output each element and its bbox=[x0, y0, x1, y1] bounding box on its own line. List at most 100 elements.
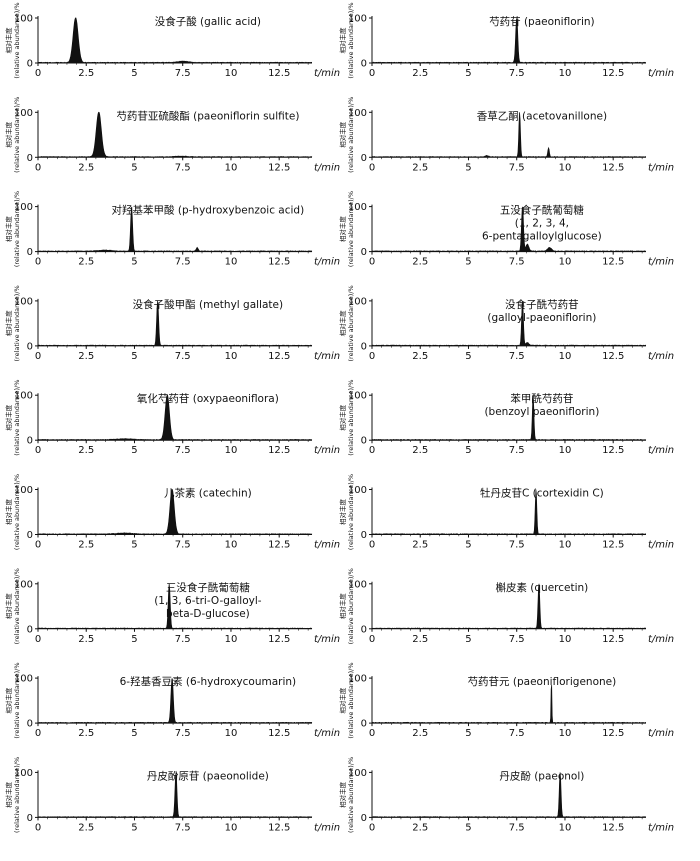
x-tick-label: 10 bbox=[559, 822, 572, 833]
x-axis-label: t/min bbox=[314, 68, 340, 79]
x-tick-label: 7.5 bbox=[175, 728, 191, 739]
y-tick-label: 0 bbox=[361, 436, 367, 447]
x-tick-label: 12.5 bbox=[268, 445, 290, 456]
y-axis-label: (relative abundance)/% bbox=[347, 191, 355, 267]
x-tick-label: 12.5 bbox=[602, 68, 624, 79]
chromatogram-trace bbox=[37, 583, 313, 630]
x-tick-label: 5 bbox=[465, 68, 471, 79]
x-tick-label: 10 bbox=[559, 68, 572, 79]
x-axis-label: t/min bbox=[314, 634, 340, 645]
x-tick-label: 0 bbox=[35, 822, 41, 833]
y-axis-label: (relative abundance)/% bbox=[13, 97, 21, 173]
x-tick-label: 2.5 bbox=[412, 445, 428, 456]
x-tick-label: 2.5 bbox=[78, 68, 94, 79]
panel-title: 五没食子酰葡萄糖 bbox=[500, 204, 584, 217]
x-tick-label: 12.5 bbox=[602, 257, 624, 268]
y-axis-label: 相对丰度 bbox=[338, 593, 347, 620]
y-tick-label: 0 bbox=[27, 247, 33, 258]
y-tick-label: 0 bbox=[27, 719, 33, 730]
y-tick-label: 0 bbox=[361, 247, 367, 258]
panel-title: 香草乙酮 (acetovanillone) bbox=[477, 110, 607, 122]
x-tick-label: 2.5 bbox=[78, 822, 94, 833]
y-axis-label: 相对丰度 bbox=[4, 687, 13, 714]
panel-title: beta-D-glucose) bbox=[166, 608, 250, 620]
x-tick-label: 5 bbox=[131, 445, 137, 456]
x-tick-label: 0 bbox=[35, 351, 41, 362]
x-tick-label: 10 bbox=[559, 257, 572, 268]
y-axis-label: 相对丰度 bbox=[338, 781, 347, 808]
x-tick-label: 0 bbox=[35, 257, 41, 268]
panel-title: 丹皮酚 (paeonol) bbox=[499, 769, 584, 782]
x-tick-label: 12.5 bbox=[268, 540, 290, 551]
x-axis-label: t/min bbox=[314, 162, 340, 173]
x-tick-label: 5 bbox=[131, 634, 137, 645]
x-tick-label: 10 bbox=[225, 162, 238, 173]
x-tick-label: 0 bbox=[369, 257, 375, 268]
x-tick-label: 7.5 bbox=[509, 822, 525, 833]
y-tick-label: 100 bbox=[348, 296, 367, 307]
x-tick-label: 7.5 bbox=[175, 634, 191, 645]
y-tick-label: 100 bbox=[348, 108, 367, 119]
chromatogram-trace bbox=[371, 206, 647, 252]
x-axis-label: t/min bbox=[314, 822, 340, 833]
x-tick-label: 10 bbox=[559, 634, 572, 645]
x-tick-label: 10 bbox=[559, 728, 572, 739]
y-tick-label: 100 bbox=[14, 768, 33, 779]
x-tick-label: 10 bbox=[225, 257, 238, 268]
x-tick-label: 10 bbox=[225, 351, 238, 362]
y-axis-label: (relative abundance)/% bbox=[13, 191, 21, 267]
x-axis-label: t/min bbox=[648, 68, 674, 79]
y-axis-label: (relative abundance)/% bbox=[347, 663, 355, 739]
chromatogram-trace bbox=[37, 394, 313, 441]
chromatogram-trace bbox=[371, 395, 647, 441]
y-tick-label: 100 bbox=[348, 674, 367, 685]
y-tick-label: 0 bbox=[361, 341, 367, 352]
panel-title: 芍药苷元 (paeoniflorigenone) bbox=[468, 675, 617, 688]
x-tick-label: 10 bbox=[225, 445, 238, 456]
x-tick-label: 5 bbox=[131, 728, 137, 739]
x-tick-label: 12.5 bbox=[602, 351, 624, 362]
y-axis-label: (relative abundance)/% bbox=[13, 663, 21, 739]
y-axis-label: (relative abundance)/% bbox=[347, 568, 355, 644]
y-axis-label: (relative abundance)/% bbox=[347, 380, 355, 456]
panel-title: 氧化芍药苷 (oxypaeoniflora) bbox=[137, 392, 279, 405]
x-axis-label: t/min bbox=[314, 540, 340, 551]
x-tick-label: 7.5 bbox=[509, 257, 525, 268]
x-tick-label: 0 bbox=[369, 540, 375, 551]
panel-title: 没食子酸 (gallic acid) bbox=[155, 15, 261, 28]
y-axis-label: (relative abundance)/% bbox=[13, 474, 21, 550]
y-axis-label: 相对丰度 bbox=[4, 404, 13, 431]
chromatogram-trace bbox=[371, 772, 647, 818]
y-axis-label: 相对丰度 bbox=[4, 121, 13, 148]
y-axis-label: (relative abundance)/% bbox=[347, 285, 355, 361]
x-tick-label: 12.5 bbox=[268, 257, 290, 268]
x-tick-label: 7.5 bbox=[509, 162, 525, 173]
panel-title: 没食子酸甲酯 (methyl gallate) bbox=[133, 298, 283, 311]
y-tick-label: 100 bbox=[14, 579, 33, 590]
x-tick-label: 12.5 bbox=[602, 445, 624, 456]
x-axis-label: t/min bbox=[648, 540, 674, 551]
panel-title: 苯甲酰芍药苷 bbox=[510, 392, 573, 405]
x-tick-label: 5 bbox=[465, 822, 471, 833]
x-tick-label: 5 bbox=[131, 540, 137, 551]
x-axis-label: t/min bbox=[314, 257, 340, 268]
panel-title: 牡丹皮苷C (cortexidin C) bbox=[480, 487, 604, 500]
chromatogram-trace bbox=[37, 17, 313, 64]
x-tick-label: 0 bbox=[369, 445, 375, 456]
y-tick-label: 100 bbox=[14, 202, 33, 213]
x-tick-label: 12.5 bbox=[602, 728, 624, 739]
y-axis-label: (relative abundance)/% bbox=[347, 757, 355, 833]
y-axis-label: (relative abundance)/% bbox=[347, 97, 355, 173]
x-tick-label: 0 bbox=[35, 68, 41, 79]
x-axis-label: t/min bbox=[648, 728, 674, 739]
x-tick-label: 7.5 bbox=[509, 351, 525, 362]
panel-title: 丹皮酚原苷 (paeonolide) bbox=[147, 769, 269, 782]
x-axis-label: t/min bbox=[648, 822, 674, 833]
